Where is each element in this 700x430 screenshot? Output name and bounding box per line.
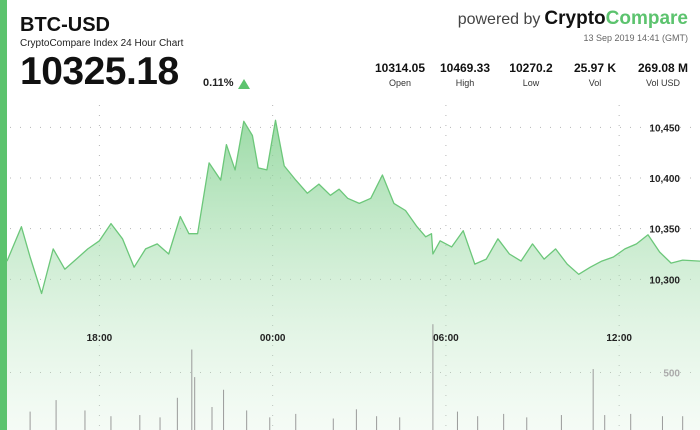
x-tick-label: 00:00 bbox=[260, 333, 286, 344]
stat-label: Vol bbox=[588, 78, 602, 88]
price-area-layer bbox=[6, 119, 700, 430]
axis-labels: 18:00 00:00 06:00 12:00 10,450 10,400 10,350 10… bbox=[87, 123, 681, 379]
y-tick-label: 10,450 bbox=[649, 123, 680, 134]
stat-high: 10469.33 High bbox=[437, 61, 493, 88]
y-tick-label: 10,350 bbox=[649, 225, 680, 236]
timestamp: 13 Sep 2019 14:41 (GMT) bbox=[583, 33, 688, 43]
y-tick-label: 10,300 bbox=[649, 275, 680, 286]
price-line bbox=[6, 119, 700, 295]
up-arrow-icon bbox=[238, 79, 250, 89]
price-change-percent: 0.11% bbox=[203, 77, 234, 89]
y-tick-label: 10,400 bbox=[649, 174, 680, 185]
stat-label: High bbox=[455, 78, 475, 88]
volume-bars bbox=[29, 324, 684, 430]
stat-volume: 25.97 K Vol bbox=[571, 61, 619, 88]
price-area-fill bbox=[7, 120, 700, 430]
stat-value: 10270.2 bbox=[509, 61, 553, 75]
chart-subtitle: CryptoCompare Index 24 Hour Chart bbox=[20, 38, 184, 49]
stat-label: Open bbox=[388, 78, 412, 88]
powered-by[interactable]: powered by CryptoCompare bbox=[458, 8, 688, 30]
x-tick-label: 18:00 bbox=[87, 333, 113, 344]
stat-volume-usd: 269.08 M Vol USD bbox=[632, 61, 694, 88]
stat-value: 25.97 K bbox=[573, 61, 617, 75]
stat-low: 10270.2 Low bbox=[505, 61, 557, 88]
brand-logo-compare: Compare bbox=[605, 8, 688, 29]
brand-logo-crypto: Crypto bbox=[544, 8, 606, 29]
stat-value: 10469.33 bbox=[439, 61, 491, 75]
stat-label: Low bbox=[522, 78, 540, 88]
x-tick-label: 12:00 bbox=[606, 333, 632, 344]
current-price: 10325.18 bbox=[20, 50, 179, 93]
accent-bar bbox=[0, 0, 7, 430]
stat-value: 269.08 M bbox=[637, 61, 689, 75]
powered-by-text: powered by bbox=[457, 11, 541, 28]
x-tick-label: 06:00 bbox=[433, 333, 459, 344]
stat-open: 10314.05 Open bbox=[373, 61, 427, 88]
stat-label: Vol USD bbox=[645, 78, 680, 88]
stat-value: 10314.05 bbox=[374, 61, 426, 75]
volume-tick-label: 500 bbox=[663, 369, 680, 380]
symbol-title: BTC-USD bbox=[20, 14, 110, 36]
